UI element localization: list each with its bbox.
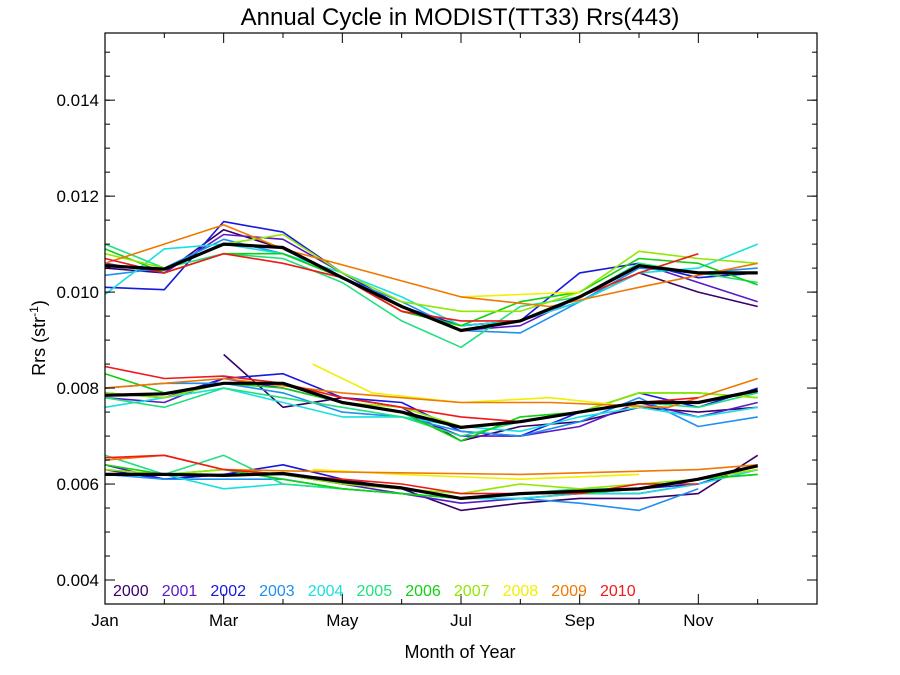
y-tick-label: 0.012 [56,187,99,206]
legend-entry-2004: 2004 [308,583,344,600]
series-line-2009 [104,224,758,308]
chart-title: Annual Cycle in MODIST(TT33) Rrs(443) [241,4,680,31]
legend-entry-2003: 2003 [259,583,295,600]
series-mean [104,242,759,500]
legend-entry-2002: 2002 [210,583,246,600]
series-line-2002 [104,220,758,327]
y-tick-label: 0.004 [56,571,99,590]
series-line-2010 [104,252,699,322]
y-axis-label-main: Rrs (str [29,317,49,376]
x-tick-label: Jan [91,611,118,630]
x-tick-label: Mar [209,611,239,630]
legend-entry-2010: 2010 [600,583,636,600]
series-line-2008 [460,291,580,298]
series-2009 [104,224,758,476]
y-axis-label-tail: ) [29,300,49,306]
legend-entry-2009: 2009 [551,583,587,600]
x-tick-label: Jul [450,611,472,630]
series-2001 [104,233,758,505]
legend-entry-2005: 2005 [357,583,393,600]
legend-entry-2000: 2000 [113,583,149,600]
legend-entry-2008: 2008 [503,583,539,600]
x-tick-label: May [326,611,359,630]
x-tick-label: Nov [683,611,714,630]
series-layer [104,220,759,512]
legend: 2000 2001 2002 2003 2004 2005 2006 2007 2008 2009… [113,583,636,600]
legend-entry-2001: 2001 [162,583,198,600]
legend-entry-2007: 2007 [454,583,490,600]
series-line-2009 [104,377,758,409]
x-axis-label: Month of Year [404,642,515,662]
series-line-mean [104,242,758,333]
series-line-mean [105,464,759,500]
series-2010 [104,252,699,495]
legend-entry-2006: 2006 [405,583,441,600]
series-2005 [104,243,758,500]
series-2007 [104,233,758,495]
y-axis-label-sup: -1 [27,306,41,317]
y-tick-label: 0.010 [56,283,99,302]
y-tick-label: 0.014 [56,91,99,110]
y-tick-label: 0.006 [56,475,99,494]
series-2004 [104,243,758,500]
series-2006 [104,248,758,500]
series-line-2000 [223,353,758,442]
plot-frame [104,32,818,605]
y-axis-label: Rrs (str-1) [27,300,49,376]
x-tick-label: Sep [565,611,595,630]
axis-layer: 0.004 0.006 0.008 0.010 0.012 0.014 Jan Mar May J… [56,33,817,630]
series-line-2003 [104,473,699,512]
series-line-2004 [104,243,758,327]
series-line-mean [104,381,759,429]
series-line-2004 [104,387,758,433]
series-2002 [104,220,758,500]
y-tick-label: 0.008 [56,379,99,398]
